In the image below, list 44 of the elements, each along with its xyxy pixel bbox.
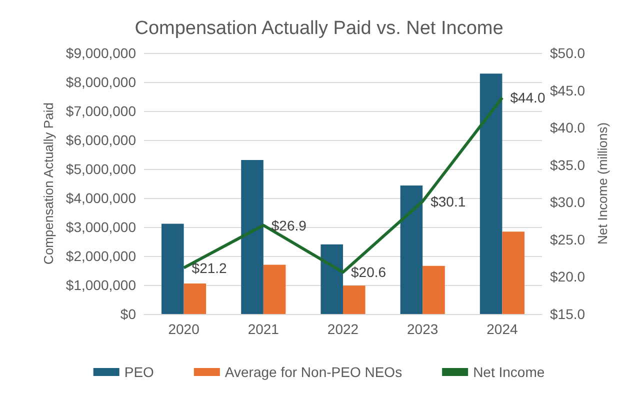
x-tick-label: 2021 [248, 321, 280, 337]
y-axis-title: Compensation Actually Paid [41, 102, 56, 264]
bar [343, 286, 366, 314]
chart-title: Compensation Actually Paid vs. Net Income [134, 18, 504, 39]
y2-tick-label: $35.0 [550, 156, 586, 173]
data-label: $26.9 [271, 217, 307, 234]
data-label: $30.1 [430, 193, 466, 210]
legend-label: PEO [124, 364, 154, 380]
y-tick-label: $5,000,000 [66, 161, 136, 177]
y-tick-label: $3,000,000 [66, 219, 136, 235]
x-tick-label: 2020 [168, 321, 200, 337]
bar [502, 232, 524, 314]
y-tick-label: $2,000,000 [66, 248, 136, 264]
y-tick-label: $1,000,000 [66, 277, 136, 293]
bar [480, 74, 502, 314]
y2-tick-label: $15.0 [550, 306, 586, 322]
x-tick-label: 2022 [327, 321, 359, 337]
y2-tick-label: $30.0 [550, 194, 586, 210]
bar [184, 284, 206, 314]
bar [162, 224, 184, 314]
y-tick-label: $6,000,000 [66, 132, 136, 148]
data-label: $21.2 [192, 260, 228, 276]
y2-tick-label: $40.0 [550, 120, 586, 136]
bar [241, 160, 264, 314]
x-tick-label: 2023 [407, 321, 438, 337]
y-tick-label: $0 [120, 306, 136, 322]
legend-label: Net Income [473, 364, 545, 380]
bar [400, 186, 423, 314]
data-label: $44.0 [510, 90, 546, 106]
y2-tick-label: $45.0 [550, 82, 586, 98]
y2-axis-title: Net Income (millions) [594, 122, 610, 245]
bar [422, 266, 445, 314]
y2-tick-label: $50.0 [550, 45, 586, 61]
y2-tick-label: $25.0 [550, 231, 586, 248]
x-tick-label: 2024 [486, 321, 518, 337]
y-tick-label: $4,000,000 [66, 190, 136, 206]
legend-label: Average for Non-PEO NEOs [224, 364, 402, 380]
bar [263, 264, 286, 314]
data-label: $20.6 [351, 264, 386, 280]
y-tick-label: $8,000,000 [66, 74, 136, 90]
y2-tick-label: $20.0 [550, 268, 586, 285]
y-tick-label: $7,000,000 [66, 103, 136, 119]
bar [320, 244, 343, 314]
y-tick-label: $9,000,000 [66, 45, 136, 61]
